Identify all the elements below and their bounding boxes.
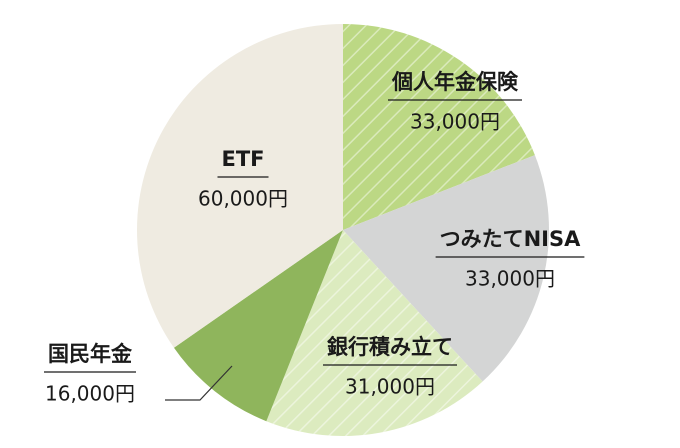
value-label: 16,000円 [45, 382, 135, 406]
slice-stripes [266, 230, 483, 436]
slice-stripes [343, 24, 535, 230]
value-label: 60,000円 [198, 187, 288, 211]
leader-line [165, 365, 233, 401]
value-label: 33,000円 [465, 267, 555, 291]
pie-slice [173, 230, 343, 422]
slice-label: ETF [221, 147, 264, 171]
slice-label: 銀行積み立て [327, 335, 453, 359]
value-label: 31,000円 [345, 375, 435, 399]
slice-label: つみたてNISA [440, 227, 582, 251]
pie-slice [343, 155, 549, 382]
slice-label: 国民年金 [48, 342, 133, 366]
slice-label: 個人年金保険 [391, 70, 519, 94]
value-label: 33,000円 [410, 110, 500, 134]
pie-slice [137, 24, 343, 348]
